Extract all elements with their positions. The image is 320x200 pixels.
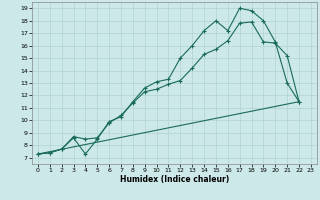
X-axis label: Humidex (Indice chaleur): Humidex (Indice chaleur)	[120, 175, 229, 184]
